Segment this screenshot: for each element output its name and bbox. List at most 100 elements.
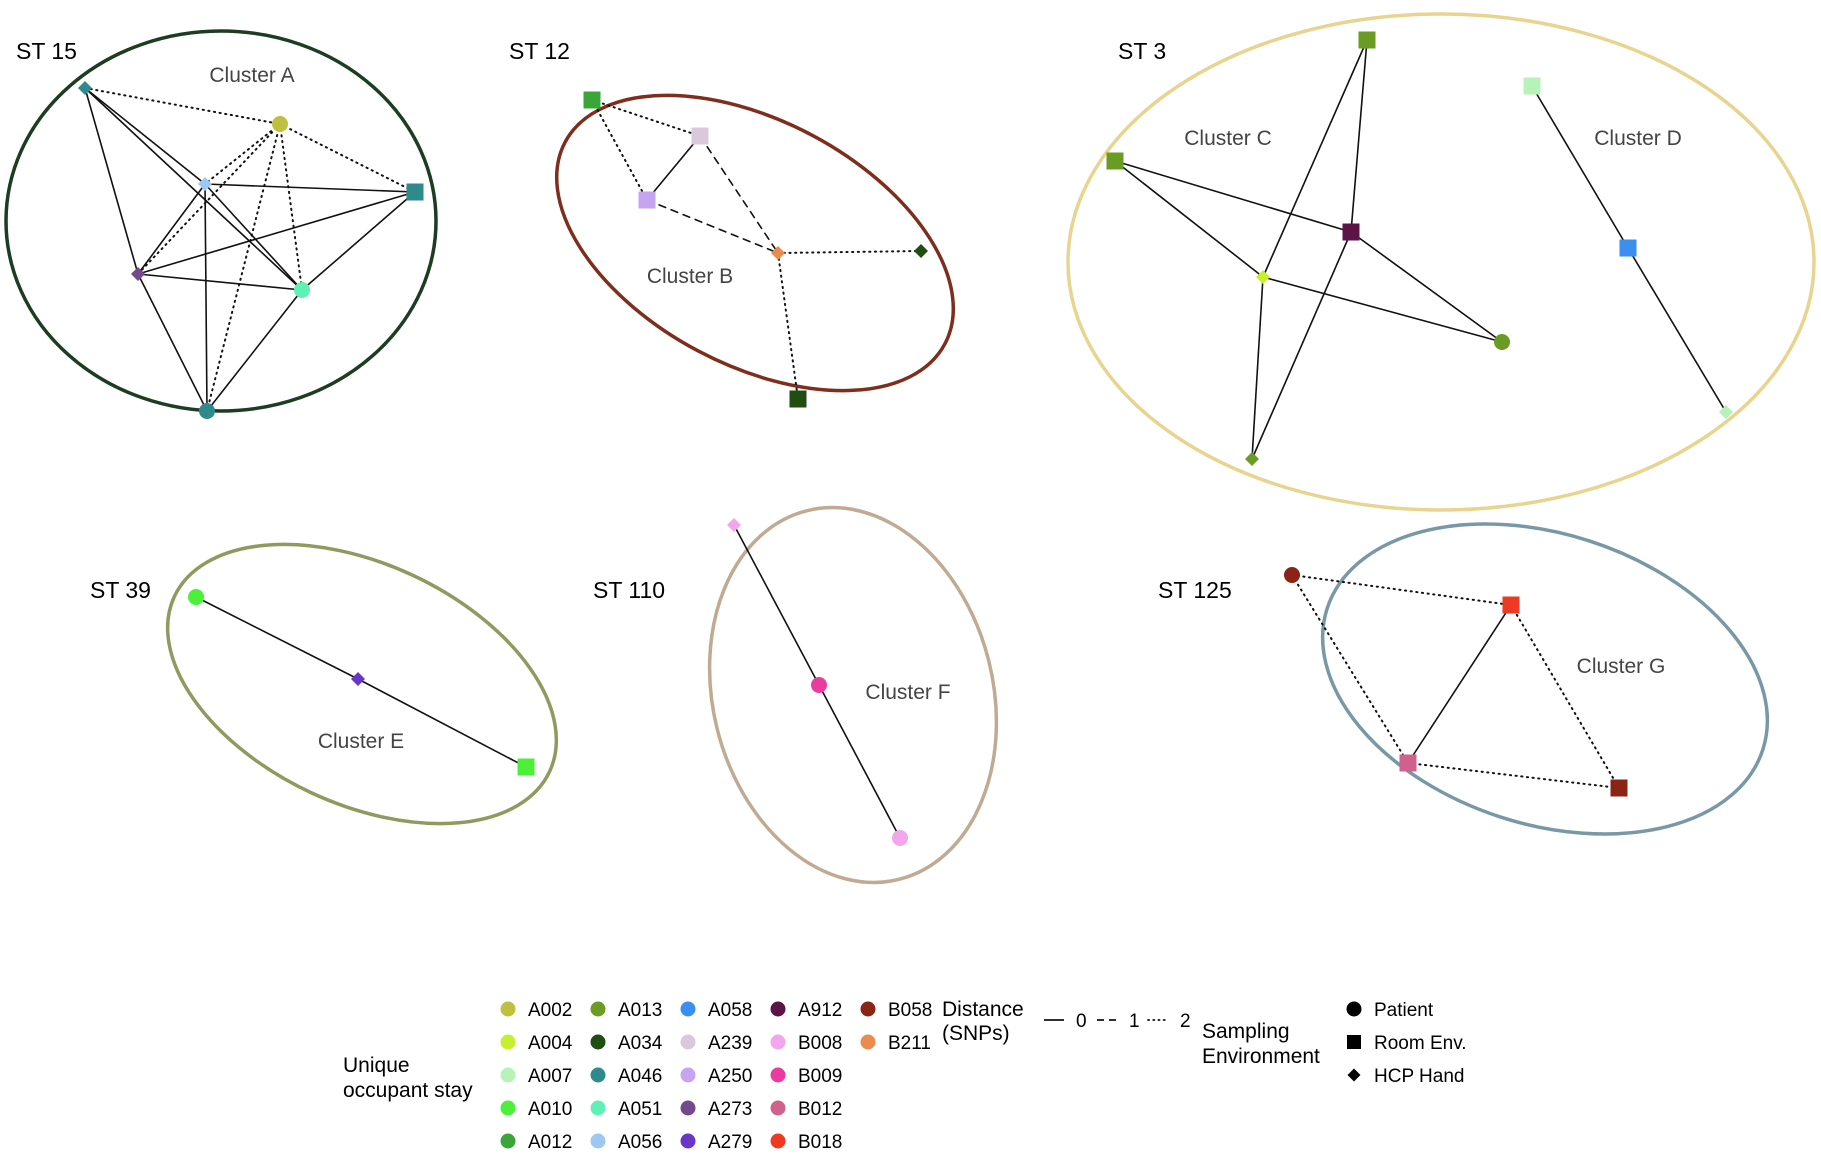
legend-occupant-label: A273 [708, 1099, 752, 1120]
group-st-110: ST 110 Cluster F [593, 505, 999, 885]
legend-occupant-label: B012 [798, 1099, 842, 1120]
legend-sampling-circle-marker [1346, 1001, 1362, 1017]
group-st-125: ST 125 Cluster G [1158, 522, 1770, 836]
sequence-type-label: ST 3 [1118, 38, 1166, 64]
legend-occupant-swatch [680, 1100, 696, 1116]
node-a034-square [789, 390, 807, 408]
legend-occupant-label: B008 [798, 1033, 842, 1054]
legend-occupant-swatch [500, 1133, 516, 1149]
edge-e1-e2 [195, 596, 359, 680]
edge-a1-a3 [84, 87, 206, 185]
edge-a3-a6 [204, 183, 303, 291]
legend-distance-label: 0 [1076, 1011, 1087, 1032]
node-a250-square [638, 191, 656, 209]
legend-occupant-swatch [500, 1034, 516, 1050]
edge-c3-c6 [1251, 231, 1352, 460]
group-boundary-ellipse [554, 93, 956, 393]
legend-occupant-swatch [590, 1001, 606, 1017]
edge-b3-b2 [646, 135, 701, 201]
edge-a2-a4 [279, 123, 416, 193]
edge-a2-a3 [204, 123, 281, 185]
node-a058-square [1619, 239, 1637, 257]
group-boundary-ellipse [4, 29, 438, 413]
node-a012-square [583, 91, 601, 109]
node-a004-diamond [1256, 270, 1270, 284]
edge-a1-a2 [84, 87, 281, 125]
legend-occupant-label: B211 [888, 1033, 931, 1054]
legend-occupant-label: A239 [708, 1033, 752, 1054]
edge-c2-c4 [1114, 160, 1264, 278]
legend-occupant-label: A004 [528, 1033, 573, 1054]
group-st-12: ST 12 Cluster B [509, 38, 956, 408]
legend-occupant-label: A250 [708, 1066, 752, 1087]
edge-a1-a5 [84, 87, 139, 275]
legend-occupant-label: A279 [708, 1132, 752, 1153]
edge-a3-a4 [204, 183, 416, 193]
node-a051-circle [294, 282, 310, 298]
edge-a2-a7 [206, 123, 281, 412]
edge-a2-a6 [279, 123, 303, 291]
node-a010-square [517, 758, 535, 776]
edge-c3-c5 [1350, 231, 1503, 343]
legend-occupant-swatch [500, 1067, 516, 1083]
legend-occupant-swatch [500, 1100, 516, 1116]
legend-occupant-swatch [770, 1001, 786, 1017]
edge-g2-g4 [1510, 604, 1620, 789]
edge-c2-c3 [1114, 160, 1352, 233]
legend-occupant-title-1: Unique [343, 1054, 410, 1077]
edge-b4-b6 [777, 252, 799, 400]
node-a007-square [1523, 77, 1541, 95]
edge-a3-a7 [204, 183, 208, 412]
group-boundary-ellipse [707, 505, 999, 885]
legend-occupant-label: A046 [618, 1066, 662, 1087]
legend-occupant-label: A007 [528, 1066, 572, 1087]
legend-occupant-label: A912 [798, 1000, 842, 1021]
node-a056-diamond [198, 177, 212, 191]
node-a912-square [1342, 223, 1360, 241]
edge-g1-g3 [1291, 574, 1409, 764]
edge-a4-a6 [301, 191, 416, 291]
legend-occupant-swatch [590, 1034, 606, 1050]
edge-g3-g4 [1407, 762, 1620, 789]
legend-sampling-title-1: Sampling [1202, 1020, 1290, 1043]
edge-a5-a7 [137, 273, 208, 412]
legend-sampling-title-2: Environment [1202, 1045, 1320, 1068]
cluster-label: Cluster A [209, 64, 294, 87]
legend-distance-list: 0 1 2 [1044, 1011, 1191, 1032]
legend-sampling-label: Room Env. [1374, 1033, 1467, 1054]
legend-occupant-label: B058 [888, 1000, 932, 1021]
edge-b4-b5 [777, 250, 922, 254]
sequence-type-label: ST 15 [16, 38, 77, 64]
legend-sampling-diamond-marker [1347, 1068, 1361, 1082]
edge-g2-g3 [1407, 604, 1512, 764]
edge-a2-a5 [137, 123, 281, 275]
edge-c1-c3 [1350, 39, 1368, 233]
edge-c1-c4 [1262, 39, 1368, 278]
edge-a6-a7 [206, 289, 303, 412]
edge-d2-d3 [1627, 247, 1727, 413]
node-a002-circle [272, 116, 288, 132]
legend-occupant-label: B009 [798, 1066, 842, 1087]
legend-occupant-label: A034 [618, 1033, 663, 1054]
node-a013-circle [1494, 334, 1510, 350]
cluster-label: Cluster E [318, 730, 404, 753]
edge-a3-a5 [137, 183, 206, 275]
group-boundary-ellipse [165, 542, 559, 826]
node-a046-square [406, 183, 424, 201]
legend-distance-label: 2 [1180, 1011, 1191, 1032]
edge-e2-e3 [357, 678, 527, 768]
node-a013-diamond [1245, 452, 1259, 466]
node-a279-diamond [351, 672, 365, 686]
legend-occupant-label: A002 [528, 1000, 572, 1021]
legend-distance-title-1: Distance [942, 998, 1024, 1021]
sequence-type-label: ST 39 [90, 577, 151, 603]
legend-occupant-label: A012 [528, 1132, 572, 1153]
cluster-label: Cluster F [865, 681, 950, 704]
node-a273-diamond [131, 267, 145, 281]
legend-occupant-swatch [680, 1133, 696, 1149]
group-st-15: ST 15 Cluster A [4, 29, 438, 419]
node-a239-square [691, 127, 709, 145]
node-a046-circle [199, 403, 215, 419]
legend-occupant-swatch [680, 1034, 696, 1050]
sequence-type-label: ST 110 [593, 577, 665, 603]
